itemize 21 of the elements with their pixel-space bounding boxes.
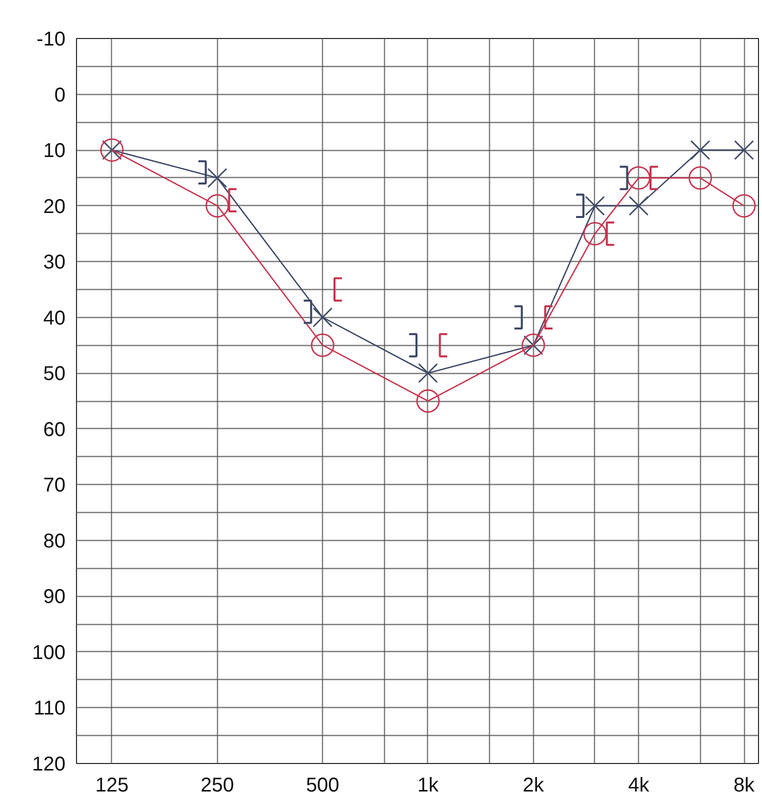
y-tick-label: 90 [43,586,66,608]
y-tick-label: 30 [43,252,66,274]
y-tick-label: 100 [32,642,66,664]
y-tick-label: 120 [32,754,66,776]
x-tick-label: 1k [417,774,440,796]
y-tick-label: 70 [43,474,66,497]
y-tick-label: 110 [34,698,66,720]
y-tick-label: 20 [43,196,66,218]
x-tick-label: 250 [200,774,234,796]
x-tick-label: 125 [95,774,129,796]
x-tick-label: 4k [628,774,650,796]
y-tick-label: 40 [43,307,66,330]
y-tick-label: 60 [43,418,66,441]
x-tick-label: 8k [733,774,756,796]
y-tick-label: 10 [43,140,66,162]
y-tick-label: 80 [43,530,66,552]
y-tick-label: -10 [36,28,66,50]
y-tick-label: 50 [43,363,66,386]
x-tick-label: 2k [522,774,545,796]
x-tick-label: 500 [306,774,340,796]
y-tick-label: 0 [54,84,66,106]
